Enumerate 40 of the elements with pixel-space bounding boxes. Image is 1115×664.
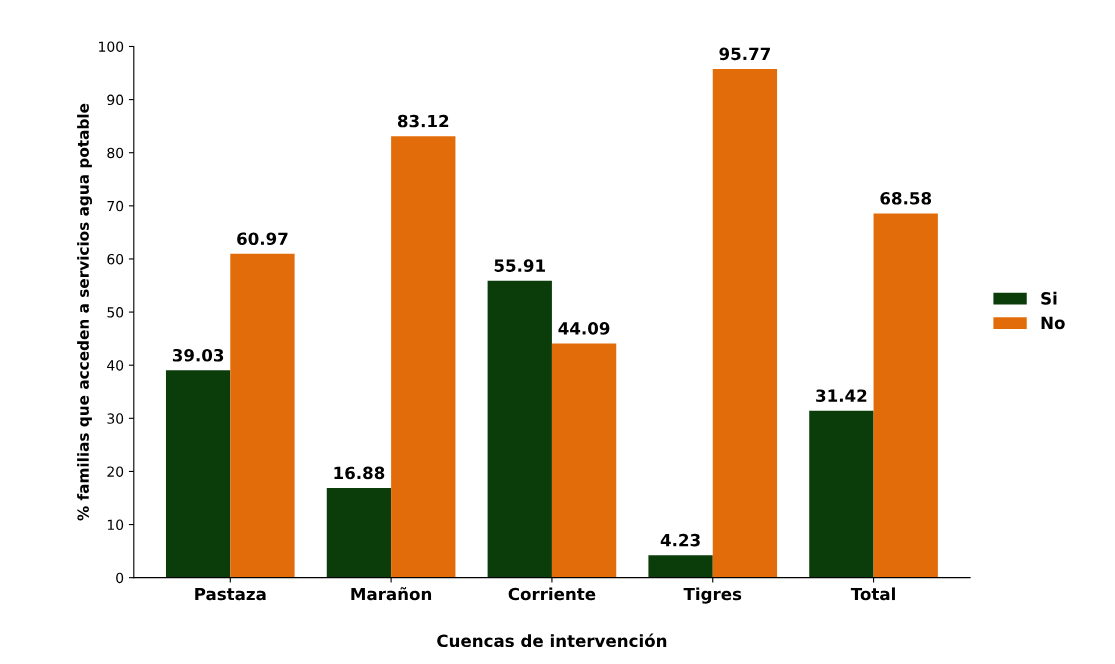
data-label: 83.12 — [397, 114, 449, 128]
y-tick-label: 100 — [99, 41, 124, 52]
data-label: 68.58 — [880, 191, 932, 205]
y-axis-title: % familias que acceden a servicios agua potable — [77, 103, 93, 521]
bar — [326, 488, 392, 578]
data-label: 31.42 — [816, 389, 867, 402]
data-label: 95.77 — [719, 47, 770, 61]
bar — [165, 370, 231, 578]
y-tick-label: 10 — [107, 519, 124, 531]
bar — [648, 555, 713, 578]
x-axis-title: Cuencas de intervención — [437, 633, 667, 648]
bar — [712, 68, 778, 578]
x-tick-label: Corriente — [508, 587, 596, 601]
y-tick-label: 50 — [107, 307, 124, 318]
y-tick-label: 80 — [107, 147, 124, 159]
data-label: 4.23 — [660, 533, 700, 547]
y-tick-label: 0 — [116, 572, 124, 584]
y-tick-label: 70 — [107, 200, 124, 212]
bar — [551, 343, 617, 578]
x-tick-label: Marañon — [351, 587, 432, 601]
bar — [391, 136, 456, 578]
x-tick-label: Total — [850, 587, 895, 601]
bar — [487, 280, 552, 578]
bar — [873, 213, 938, 578]
data-label: 16.88 — [334, 466, 385, 480]
y-tick-label: 20 — [107, 466, 124, 477]
y-tick-label: 30 — [107, 413, 124, 424]
data-label: 55.91 — [494, 259, 545, 272]
data-label: 44.09 — [558, 322, 610, 335]
x-tick-label: Pastaza — [195, 587, 266, 601]
y-tick-label: 60 — [107, 253, 124, 265]
data-label: 39.03 — [172, 348, 224, 362]
legend-label: No — [1041, 316, 1065, 330]
legend-label: Si — [1041, 291, 1057, 305]
bar — [230, 253, 295, 578]
data-label: 60.97 — [237, 232, 288, 246]
bar — [809, 410, 874, 578]
y-tick-label: 90 — [107, 94, 124, 106]
y-tick-label: 40 — [107, 360, 124, 371]
x-tick-label: Tigres — [683, 587, 742, 604]
